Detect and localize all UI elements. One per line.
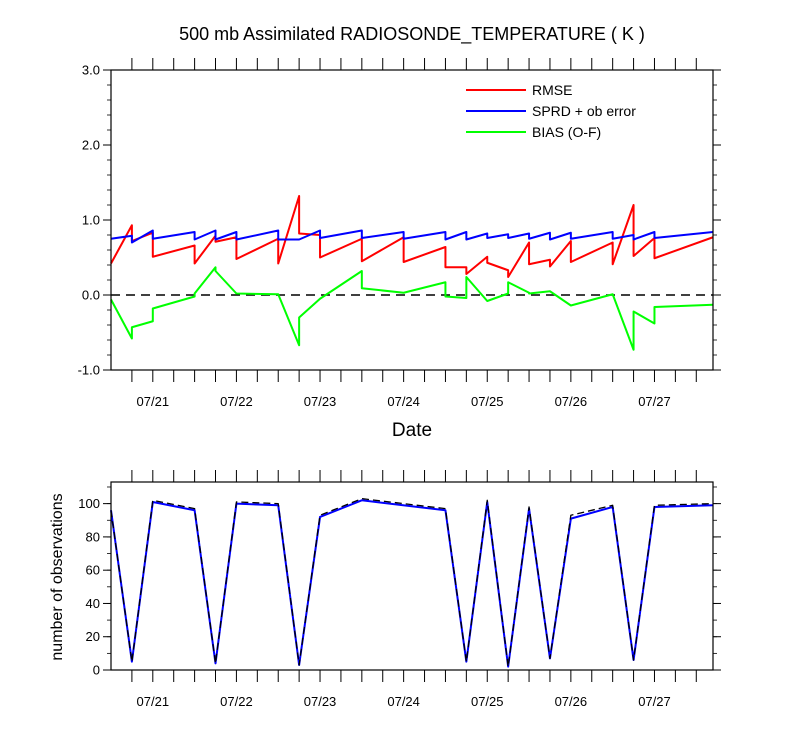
x-tick-label: 07/23: [304, 394, 337, 409]
legend: RMSE SPRD + ob error BIAS (O-F): [466, 82, 636, 140]
legend-label-bias-o-f: BIAS (O-F): [532, 124, 601, 140]
x-tick-label: 07/22: [220, 394, 253, 409]
y-axis-label: number of observations: [49, 493, 66, 660]
y-tick-label: 0.0: [82, 288, 100, 303]
y-tick-label: 2.0: [82, 138, 100, 153]
y-tick-label: -1.0: [78, 363, 100, 378]
x-tick-label: 07/24: [387, 394, 420, 409]
x-tick-label: 07/27: [638, 394, 671, 409]
x-tick-label: 07/27: [638, 694, 671, 709]
y-tick-label: 20: [86, 629, 100, 644]
chart-title: 500 mb Assimilated RADIOSONDE_TEMPERATUR…: [179, 24, 645, 45]
x-tick-label: 07/25: [471, 694, 504, 709]
x-tick-label: 07/21: [137, 694, 170, 709]
x-tick-label: 07/22: [220, 694, 253, 709]
y-tick-label: 60: [86, 563, 100, 578]
x-tick-label: 07/21: [137, 394, 170, 409]
rmse-spread-bias-chart: 500 mb Assimilated RADIOSONDE_TEMPERATUR…: [78, 24, 721, 441]
series-line-sprd-ob-error: [110, 229, 714, 244]
series-line-observations-dashed: [110, 497, 714, 668]
y-tick-label: 1.0: [82, 213, 100, 228]
observation-count-chart: 0 20 40 60 80 100 07/21 07/22 07/23 07/24 07/25 07/…: [49, 470, 721, 709]
x-tick-label: 07/25: [471, 394, 504, 409]
series-line-rmse: [110, 195, 714, 278]
legend-label-rmse: RMSE: [532, 82, 572, 98]
x-tick-label: 07/24: [387, 694, 420, 709]
y-tick-label: 3.0: [82, 63, 100, 78]
x-tick-label: 07/26: [555, 694, 588, 709]
y-tick-label: 40: [86, 596, 100, 611]
x-axis-label: Date: [392, 420, 432, 441]
y-tick-label: 0: [93, 663, 100, 678]
plot-frame: [110, 481, 714, 671]
y-tick-label: 100: [78, 496, 100, 511]
series-line-bias-o-f: [110, 266, 714, 351]
y-tick-label: 80: [86, 529, 100, 544]
legend-label-sprd-ob-error: SPRD + ob error: [532, 103, 636, 119]
x-tick-label: 07/26: [555, 394, 588, 409]
x-tick-label: 07/23: [304, 694, 337, 709]
